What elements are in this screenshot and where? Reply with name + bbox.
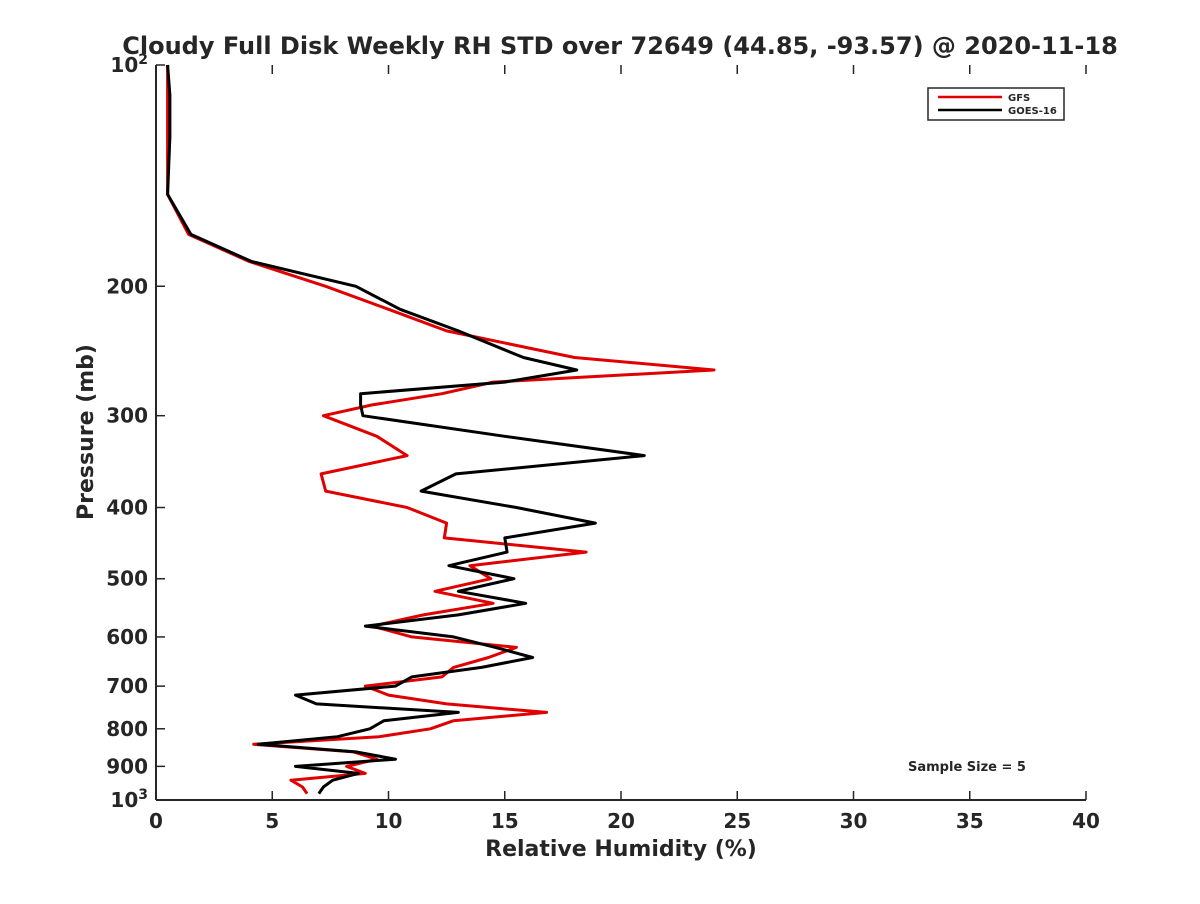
x-tick-label: 10 — [375, 809, 403, 833]
x-tick-label: 20 — [607, 809, 635, 833]
x-axis-label: Relative Humidity (%) — [485, 837, 757, 862]
legend-label-gfs: GFS — [1008, 93, 1030, 104]
y-tick-label: 700 — [106, 674, 148, 698]
x-tick-label: 0 — [149, 809, 163, 833]
legend-label-goes16: GOES-16 — [1008, 106, 1057, 117]
series-layer — [166, 64, 716, 795]
chart-title: Cloudy Full Disk Weekly RH STD over 7264… — [122, 32, 1118, 60]
y-tick-label: 800 — [106, 717, 148, 741]
x-tick-label: 35 — [956, 809, 984, 833]
x-tick-label: 15 — [491, 809, 519, 833]
x-tick-label: 30 — [840, 809, 868, 833]
y-tick-label: 103 — [110, 787, 148, 812]
y-axis-label: Pressure (mb) — [74, 344, 99, 520]
y-tick-label: 500 — [106, 567, 148, 591]
series-line-goes16 — [166, 64, 646, 795]
x-tick-label: 5 — [265, 809, 279, 833]
x-tick-label: 40 — [1072, 809, 1100, 833]
y-tick-label: 400 — [106, 496, 148, 520]
x-ticks: 0 5 10 15 20 25 30 35 40 — [149, 65, 1100, 833]
sample-size-annotation: Sample Size = 5 — [908, 760, 1026, 775]
legend-box — [927, 87, 1065, 121]
x-tick-label: 25 — [723, 809, 751, 833]
y-tick-label: 300 — [106, 404, 148, 428]
plot-area: 0 5 10 15 20 25 30 35 40 102 200 300 400 500 600 700 80… — [106, 52, 1100, 833]
y-tick-label: 200 — [106, 274, 148, 298]
legend: GFS GOES-16 — [927, 87, 1065, 121]
y-tick-label: 600 — [106, 625, 148, 649]
series-line-gfs — [166, 65, 716, 795]
y-tick-label: 102 — [110, 52, 148, 77]
y-tick-label: 900 — [106, 754, 148, 778]
